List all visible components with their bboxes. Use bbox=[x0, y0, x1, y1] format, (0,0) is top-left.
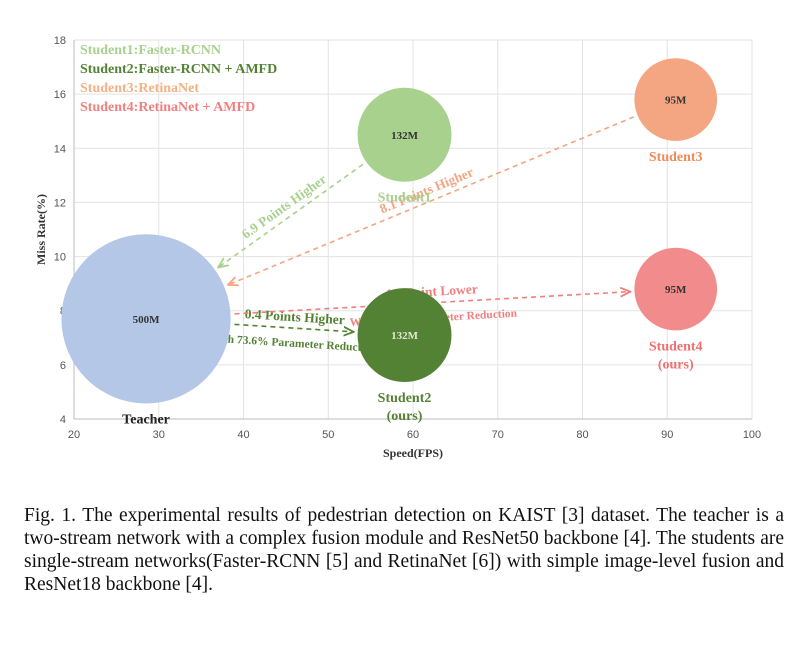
bubble-student1 bbox=[357, 87, 452, 182]
x-axis-label: Speed(FPS) bbox=[383, 446, 443, 460]
point-name-teacher: Teacher bbox=[122, 412, 170, 427]
x-tick-label: 100 bbox=[743, 429, 761, 441]
bubble-student3 bbox=[634, 58, 718, 141]
x-tick-label: 70 bbox=[492, 429, 504, 441]
x-tick-label: 50 bbox=[322, 429, 334, 441]
y-tick-label: 12 bbox=[54, 197, 66, 209]
bubble-size-label-student2: 132M bbox=[391, 330, 419, 342]
arrow-teacher-to-s2 bbox=[234, 323, 353, 331]
bubble-chart: 20304050607080901004681012141618Speed(FP… bbox=[34, 35, 761, 460]
x-tick-label: 30 bbox=[153, 429, 165, 441]
y-axis-label: Miss Rate(%) bbox=[34, 194, 48, 265]
x-tick-label: 80 bbox=[576, 429, 588, 441]
caption-text: Fig. 1. The experimental results of pede… bbox=[24, 505, 784, 595]
arrow-label-teacher-to-s2: With 73.6% Parameter Reduction bbox=[209, 333, 378, 356]
bubble-teacher bbox=[61, 234, 231, 404]
point-name-student1: Student1 bbox=[378, 191, 432, 206]
arrow-s1-to-teacher bbox=[218, 163, 364, 267]
y-tick-label: 18 bbox=[54, 35, 66, 47]
x-tick-label: 60 bbox=[407, 429, 419, 441]
bubble-student2 bbox=[357, 288, 452, 383]
point-name-student3: Student3 bbox=[649, 150, 703, 165]
point-name-student4: (ours) bbox=[658, 357, 694, 372]
x-tick-label: 20 bbox=[68, 429, 80, 441]
y-tick-label: 10 bbox=[54, 252, 66, 264]
y-tick-label: 14 bbox=[54, 143, 66, 155]
bubble-size-label-student4: 95M bbox=[665, 284, 687, 296]
legend-entry: Student4:RetinaNet + AMFD bbox=[80, 100, 255, 115]
point-name-student2: Student2 bbox=[378, 391, 432, 406]
arrow-label-teacher-to-s2: 0.4 Points Higher bbox=[244, 306, 345, 327]
x-tick-label: 90 bbox=[661, 429, 673, 441]
point-name-student2: (ours) bbox=[387, 409, 423, 424]
legend-entry: Student3:RetinaNet bbox=[80, 81, 199, 96]
bubble-size-label-student1: 132M bbox=[391, 130, 419, 142]
legend-entry: Student2:Faster-RCNN + AMFD bbox=[80, 62, 277, 77]
arrow-label-s1-to-teacher: 6.9 Points Higher bbox=[239, 171, 329, 241]
y-tick-label: 6 bbox=[60, 360, 66, 372]
y-tick-label: 16 bbox=[54, 89, 66, 101]
y-tick-label: 4 bbox=[60, 414, 66, 426]
point-name-student4: Student4 bbox=[649, 339, 703, 354]
arrow-s3-to-teacher bbox=[228, 116, 635, 285]
bubble-size-label-student3: 95M bbox=[665, 95, 687, 107]
legend-entry: Student1:Faster-RCNN bbox=[80, 43, 221, 58]
bubble-size-label-teacher: 500M bbox=[133, 314, 161, 326]
x-tick-label: 40 bbox=[237, 429, 249, 441]
bubble-student4 bbox=[634, 247, 718, 331]
figure-caption: Fig. 1. The experimental results of pede… bbox=[24, 504, 784, 596]
